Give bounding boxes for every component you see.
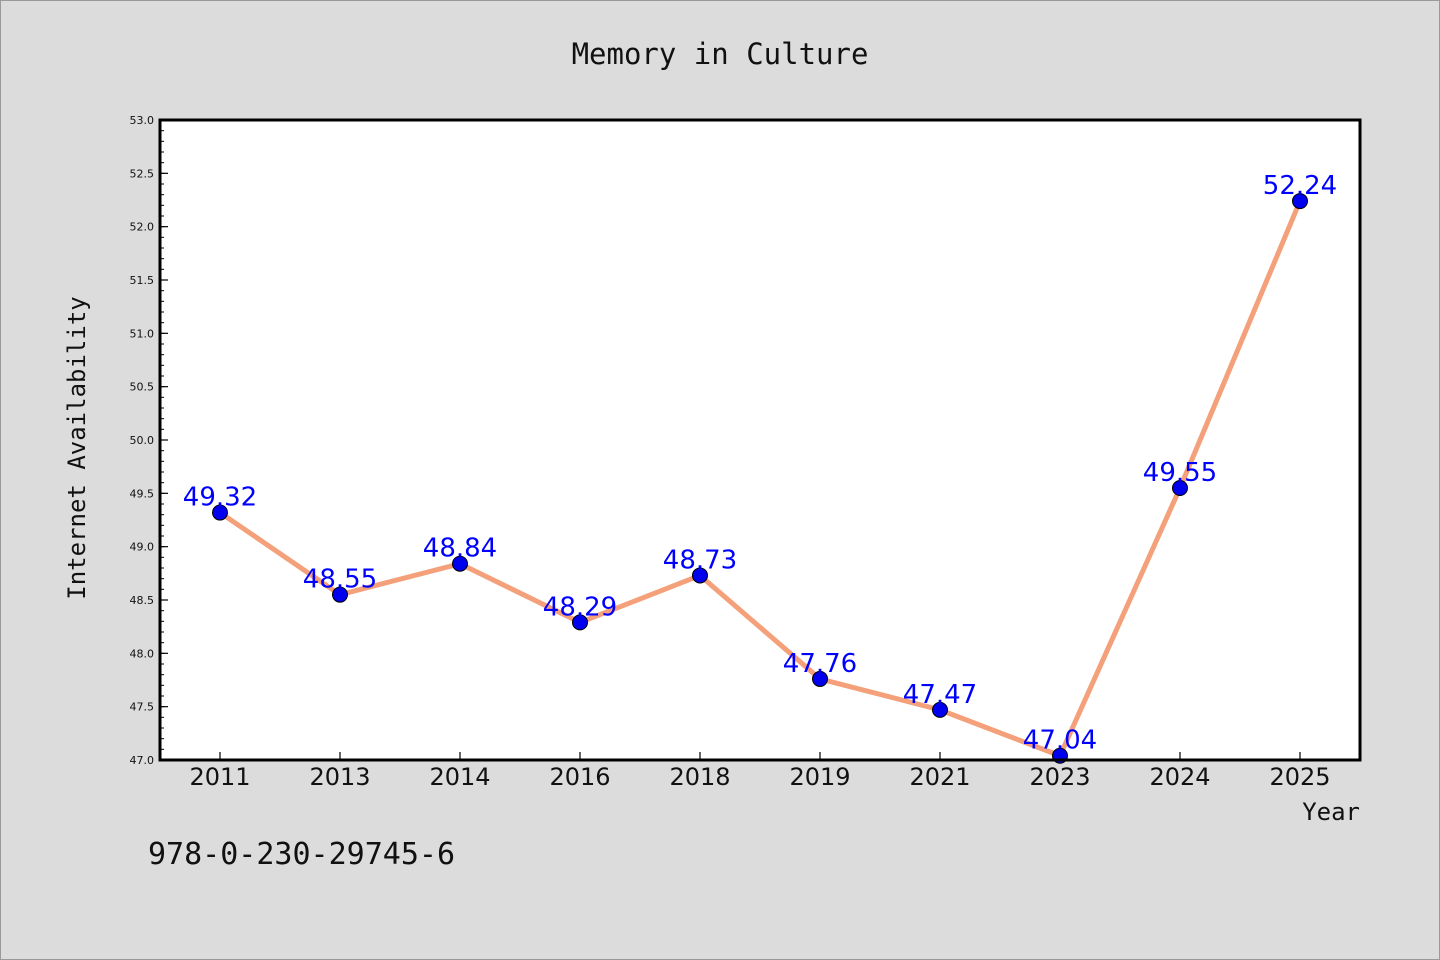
y-tick-label: 49.0 — [130, 541, 155, 554]
y-tick-label: 47.0 — [130, 754, 155, 767]
data-point — [812, 670, 828, 687]
y-tick-labels: 47.0 47.5 48.0 48.5 49.0 49.5 50.0 50.5 51.0 51.5… — [130, 114, 155, 767]
x-tick-labels: 2011 2013 2014 2016 2018 2019 2021 2023 2024 2025 — [189, 763, 1330, 791]
plot-frame — [158, 118, 1362, 762]
x-tick-label: 2016 — [549, 763, 610, 791]
x-tick-label: 2021 — [909, 763, 970, 791]
x-tick-label: 2023 — [1029, 763, 1090, 791]
data-label: 48.73 — [663, 545, 737, 575]
data-point — [1292, 193, 1308, 210]
data-label: 52.24 — [1263, 171, 1337, 201]
chart-title: Memory in Culture — [572, 37, 869, 71]
plot-area — [160, 120, 1360, 760]
x-axis-label: Year — [1302, 798, 1360, 826]
x-tick-label: 2025 — [1269, 763, 1330, 791]
series-line — [217, 198, 1303, 759]
data-label: 47.76 — [783, 649, 857, 679]
data-label: 47.04 — [1023, 726, 1097, 756]
x-tick-label: 2024 — [1149, 763, 1210, 791]
x-tick-label: 2011 — [189, 763, 250, 791]
data-labels: 49.32 48.55 48.84 48.29 48.73 47.76 47.47 47.04… — [183, 171, 1337, 756]
y-tick-label: 50.0 — [130, 434, 155, 447]
data-label: 48.84 — [423, 534, 497, 564]
x-tick-label: 2013 — [309, 763, 370, 791]
y-tick-label: 52.5 — [130, 167, 155, 180]
data-label: 48.55 — [303, 565, 377, 595]
isbn-text: 978-0-230-29745-6 — [148, 837, 455, 872]
data-point — [572, 614, 588, 631]
x-tick-label: 2014 — [429, 763, 490, 791]
data-label: 47.47 — [903, 680, 977, 710]
data-label: 49.55 — [1143, 458, 1217, 488]
data-point — [332, 586, 348, 603]
y-tick-label: 50.5 — [130, 381, 155, 394]
y-tick-label: 48.0 — [130, 647, 155, 660]
y-tick-label: 47.5 — [130, 701, 155, 714]
y-tick-label: 49.5 — [130, 487, 155, 500]
x-tick-label: 2019 — [789, 763, 850, 791]
data-point — [212, 504, 228, 521]
y-tick-label: 51.0 — [130, 327, 155, 340]
data-label: 49.32 — [183, 483, 257, 513]
data-label: 48.29 — [543, 592, 617, 622]
data-point — [932, 701, 948, 718]
y-axis-label: Internet Availability — [63, 296, 91, 599]
data-point — [452, 555, 468, 572]
x-tick-label: 2018 — [669, 763, 730, 791]
y-tick-label: 53.0 — [130, 114, 155, 127]
y-tick-label: 51.5 — [130, 274, 155, 287]
data-point — [692, 567, 708, 584]
y-tick-label: 52.0 — [130, 221, 155, 234]
y-tick-label: 48.5 — [130, 594, 155, 607]
data-point — [1172, 480, 1188, 496]
